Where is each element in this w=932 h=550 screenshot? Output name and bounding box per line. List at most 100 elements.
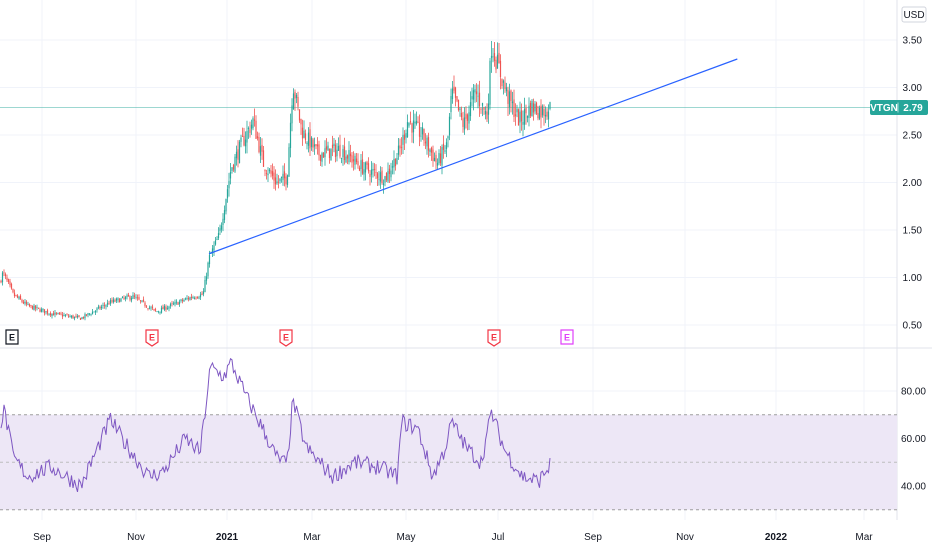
candle-body (193, 298, 196, 299)
candle-body (103, 305, 106, 307)
candle-body (474, 89, 476, 93)
candle-body (546, 111, 548, 117)
candle-body (216, 238, 218, 241)
ticker-price-tag[interactable]: VTGN 2.79 (870, 99, 928, 115)
candle-body (208, 255, 211, 265)
candle-body (54, 312, 56, 315)
candle-body (316, 144, 319, 147)
candle-body (12, 289, 14, 293)
rsi-line[interactable] (0, 357, 551, 493)
candle-body (249, 129, 251, 133)
candle-body (90, 314, 92, 316)
candle-body (1, 272, 4, 283)
currency-label-box[interactable] (901, 6, 927, 23)
candle-body (481, 103, 484, 106)
candle-body (112, 299, 115, 303)
candle-body (22, 301, 25, 304)
candle-body (139, 300, 142, 302)
candle-body (334, 144, 337, 157)
candle-body (451, 88, 454, 99)
candle-body (535, 102, 538, 114)
earnings-marker[interactable]: E (487, 329, 501, 347)
candle-body (58, 312, 61, 314)
candle-body (183, 300, 185, 302)
candle-body (330, 148, 332, 161)
candle-body (96, 308, 98, 311)
candle-body (312, 139, 314, 148)
candle-body (526, 116, 529, 118)
candle-body (448, 116, 451, 136)
candle-body (66, 314, 68, 316)
time-axis-labels[interactable]: Sep Nov 2021 Mar May Jul Sep Nov 2022 Mar (33, 532, 873, 543)
time-tick-label: Jul (492, 532, 505, 543)
candle-body (150, 307, 152, 309)
candle-body (310, 137, 313, 147)
candle-body (202, 291, 205, 295)
candle-body (205, 276, 208, 281)
candle-body (82, 317, 85, 319)
candle-body (24, 301, 26, 304)
candle-body (466, 114, 469, 121)
candle-body (298, 109, 301, 121)
candle-body (250, 124, 253, 129)
currency-label[interactable]: USD (901, 6, 927, 23)
earnings-marker[interactable]: E (560, 329, 574, 345)
ticker-symbol: VTGN (870, 103, 898, 114)
candle-body (360, 160, 362, 169)
candle-body (187, 298, 190, 300)
candle-body (463, 117, 466, 130)
candle-body (190, 296, 193, 298)
candle-body (498, 52, 500, 64)
candle-body (33, 305, 35, 311)
earnings-marker[interactable]: E (5, 329, 19, 345)
candle-body (102, 305, 104, 306)
candle-body (307, 132, 310, 146)
candle-body (295, 94, 298, 99)
candle-body (472, 90, 475, 100)
candlestick-series[interactable] (0, 40, 551, 321)
candle-body (84, 314, 86, 319)
candle-body (13, 292, 16, 296)
trendline[interactable] (208, 58, 738, 255)
candle-body (37, 307, 40, 309)
candle-body (495, 59, 497, 70)
candle-body (16, 295, 19, 298)
earnings-marker[interactable]: E (145, 329, 159, 347)
candle-body (421, 127, 424, 135)
candle-body (99, 306, 101, 309)
candle-body (283, 171, 286, 179)
candle-body (39, 309, 41, 312)
candle-body (258, 137, 260, 152)
candle-body (76, 316, 79, 318)
candle-body (34, 305, 37, 309)
candle-body (387, 171, 389, 182)
earnings-marker[interactable]: E (279, 329, 293, 347)
candle-body (241, 135, 244, 137)
candle-body (130, 298, 133, 301)
candle-body (163, 305, 166, 310)
rsi-axis-labels[interactable]: 80.00 60.00 40.00 (901, 387, 926, 493)
candle-body (274, 177, 277, 185)
candle-body (93, 311, 95, 313)
candle-body (201, 293, 203, 295)
rsi-tick-label: 40.00 (901, 482, 926, 493)
candle-body (126, 295, 128, 297)
candle-body (378, 178, 380, 180)
candle-body (106, 302, 109, 305)
candle-body (447, 136, 449, 139)
candle-body (184, 298, 187, 300)
candle-body (486, 111, 488, 120)
candle-body (52, 313, 55, 316)
candle-body (286, 175, 289, 185)
candle-body (127, 294, 130, 297)
candle-body (454, 87, 457, 98)
price-axis-labels[interactable]: 3.50 3.00 2.50 2.00 1.50 1.00 0.50 (903, 36, 923, 332)
candle-body (30, 305, 32, 307)
candle-body (351, 155, 353, 163)
candle-body (213, 245, 215, 251)
candle-body (321, 153, 323, 162)
candle-body (460, 113, 463, 118)
candle-body (543, 109, 545, 116)
candle-body (432, 149, 434, 161)
